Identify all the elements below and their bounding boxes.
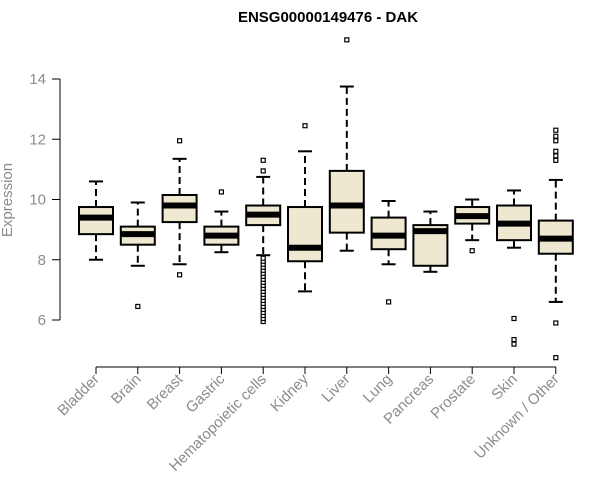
box-liver [328,37,365,252]
outlier-point [344,37,350,43]
box-brain [119,201,156,310]
box-pancreas [412,210,449,273]
outlier-point [553,157,559,163]
box-bladder [78,180,114,261]
outlier-point [553,148,559,154]
outlier-point [553,133,559,139]
chart-title: ENSG00000149476 - DAK [238,9,418,26]
outlier-point [218,189,224,195]
outlier-point [177,138,183,144]
y-ticks: 6 8 10 12 14 [29,71,60,329]
outlier-point [386,299,392,305]
box-body [161,193,198,224]
outlier-point [553,138,559,144]
y-tick-label: 12 [29,131,46,148]
box-hematopoietic-cells [245,157,282,325]
box-kidney [287,123,323,293]
outlier-point [511,336,517,343]
y-tick-label: 6 [38,312,46,329]
y-axis-label: Expression [0,163,16,237]
outlier-point [553,320,559,326]
outlier-point [135,303,141,310]
box-body [78,206,114,236]
x-tick-label: Lung [360,371,396,407]
x-tick-label: Bladder [54,371,103,420]
outlier-point [553,355,559,361]
boxes [78,37,574,361]
outlier-point [553,127,559,133]
outlier-point [511,341,517,347]
outlier-point [469,248,475,254]
box-unknown-other [537,127,574,361]
box-body [328,169,365,234]
outlier-point [302,123,308,129]
x-tick-label: Brain [108,371,145,408]
outlier-point [177,272,183,278]
box-lung [370,200,407,305]
box-gastric [203,189,240,254]
outlier-point [260,255,266,261]
x-tick-label: Liver [319,371,354,406]
box-skin [496,189,532,347]
y-tick-label: 14 [29,71,46,88]
x-tick-label: Kidney [267,370,312,415]
outlier-point [260,157,266,163]
box-breast [161,138,198,278]
outlier-point [260,168,266,174]
y-tick-label: 10 [29,192,46,209]
box-body [287,206,323,263]
x-tick-label: Breast [144,370,187,413]
outlier-point [553,153,559,159]
x-tick-label: Prostate [427,371,479,423]
x-tick-label: Skin [488,371,521,404]
outlier-point [511,315,517,322]
y-tick-label: 8 [38,252,46,269]
box-prostate [454,198,491,254]
